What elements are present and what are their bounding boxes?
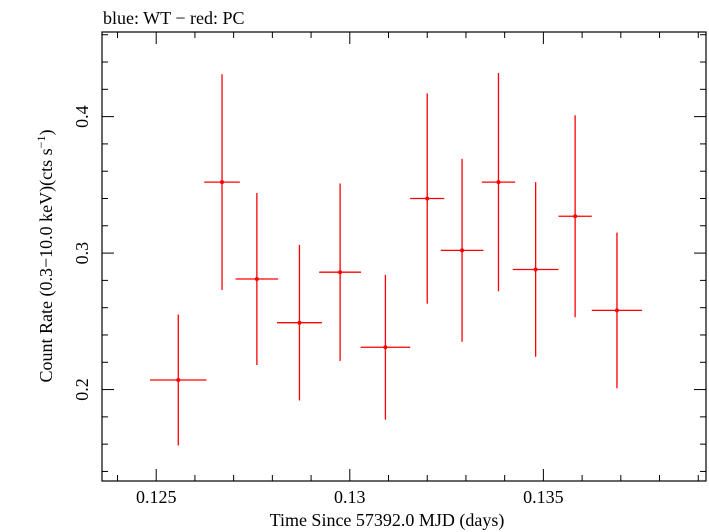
data-marker (338, 270, 343, 275)
x-tick-label: 0.135 (523, 487, 564, 507)
data-point (360, 274, 411, 420)
data-point (410, 93, 445, 304)
data-point (558, 115, 592, 318)
y-tick-label: 0.2 (72, 378, 92, 401)
y-axis-label-main: Count Rate (0.3−10.0 keV)(cts s (36, 148, 57, 382)
data-point (235, 193, 279, 365)
data-point (440, 158, 484, 342)
data-point (481, 72, 516, 292)
data-marker (614, 308, 619, 313)
x-tick-label: 0.125 (136, 487, 177, 507)
y-axis-label-superscript: −1 (34, 136, 48, 149)
x-tick-label: 0.13 (334, 487, 366, 507)
data-point (319, 183, 362, 361)
data-point (512, 182, 559, 357)
data-marker (460, 248, 465, 253)
y-axis-label-close: ) (36, 130, 57, 136)
data-marker (297, 320, 302, 325)
chart-title: blue: WT − red: PC (103, 8, 244, 28)
data-marker (176, 378, 181, 383)
data-point (591, 232, 643, 389)
data-marker (383, 345, 388, 350)
data-marker (220, 180, 225, 185)
axis-ticks: 0.125 0.13 0.135 0.2 0.3 0.4 (72, 32, 706, 507)
data-marker (496, 180, 501, 185)
y-axis-label: Count Rate (0.3−10.0 keV)(cts s−1) (34, 130, 57, 383)
data-points (150, 72, 643, 446)
data-point (204, 74, 240, 290)
data-marker (533, 267, 538, 272)
y-tick-label: 0.3 (72, 242, 92, 264)
y-tick-label: 0.4 (72, 105, 92, 128)
data-marker (425, 196, 430, 201)
x-axis-label: Time Since 57392.0 MJD (days) (270, 510, 505, 531)
plot-frame (101, 31, 707, 482)
data-point (150, 314, 207, 446)
data-marker (573, 214, 578, 219)
data-point (277, 244, 322, 401)
data-marker (254, 277, 259, 282)
